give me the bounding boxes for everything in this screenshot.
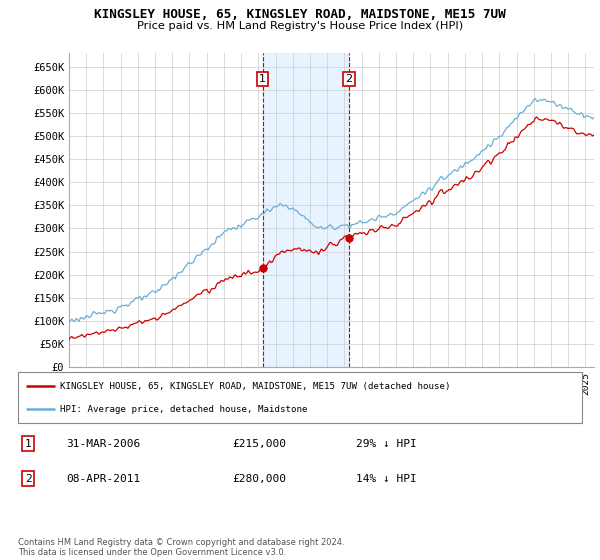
Text: 14% ↓ HPI: 14% ↓ HPI [356,474,417,484]
Text: 08-APR-2011: 08-APR-2011 [66,474,140,484]
Text: HPI: Average price, detached house, Maidstone: HPI: Average price, detached house, Maid… [60,405,308,414]
Bar [263,53,349,367]
Text: 2: 2 [346,73,353,83]
Text: £215,000: £215,000 [232,439,286,449]
Text: 31-MAR-2006: 31-MAR-2006 [66,439,140,449]
Text: Contains HM Land Registry data © Crown copyright and database right 2024.
This d: Contains HM Land Registry data © Crown c… [18,538,344,557]
Text: KINGSLEY HOUSE, 65, KINGSLEY ROAD, MAIDSTONE, ME15 7UW: KINGSLEY HOUSE, 65, KINGSLEY ROAD, MAIDS… [94,8,506,21]
Text: 1: 1 [25,439,32,449]
Text: £280,000: £280,000 [232,474,286,484]
Text: 2: 2 [25,474,32,484]
Text: 29% ↓ HPI: 29% ↓ HPI [356,439,417,449]
Text: KINGSLEY HOUSE, 65, KINGSLEY ROAD, MAIDSTONE, ME15 7UW (detached house): KINGSLEY HOUSE, 65, KINGSLEY ROAD, MAIDS… [60,381,451,390]
Text: 1: 1 [259,73,266,83]
Text: Price paid vs. HM Land Registry's House Price Index (HPI): Price paid vs. HM Land Registry's House … [137,21,463,31]
